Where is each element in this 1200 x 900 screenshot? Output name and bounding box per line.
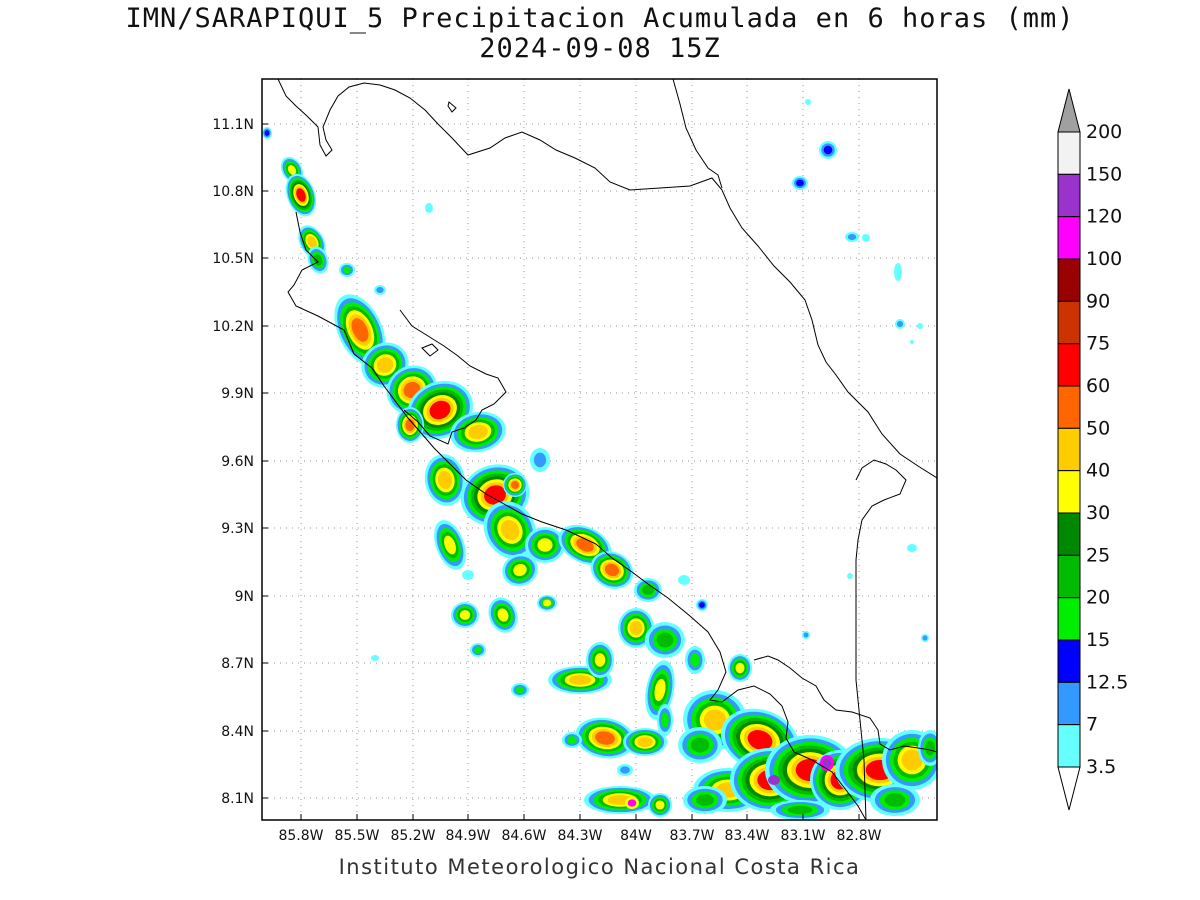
colorbar-swatch (1057, 427, 1081, 472)
coastlines (277, 79, 937, 820)
colorbar-swatch (1057, 343, 1081, 387)
lat-label: 8.4N (221, 724, 254, 740)
colorbar-swatch (1057, 131, 1081, 175)
colorbar-swatch (1057, 385, 1081, 429)
lat-label: 9.9N (221, 386, 254, 402)
lon-label: 85.8W (278, 828, 323, 844)
lat-label: 9.6N (221, 454, 254, 470)
colorbar-swatch (1057, 512, 1081, 556)
lon-label: 85.2W (390, 828, 435, 844)
nicaragua-bay (672, 79, 723, 189)
lon-label: 84.3W (557, 828, 602, 844)
colorbar-label: 20 (1086, 587, 1110, 609)
panama-coast (753, 655, 937, 753)
colorbar-swatch (1057, 597, 1081, 641)
colorbar-swatch (1057, 173, 1081, 218)
panama-border (855, 459, 907, 820)
lat-tick-labels: 11.1N 10.8N 10.5N 10.2N 9.9N 9.6N 9.3N 9N 8.7N 8.… (212, 117, 268, 807)
lat-label: 10.5N (212, 251, 254, 267)
map-datetime: 2024-09-08 15Z (479, 33, 721, 64)
lat-label: 9.3N (221, 521, 254, 537)
map-title: IMN/SARAPIQUI_5 Precipitacion Acumulada … (125, 3, 1075, 34)
lat-label: 10.2N (212, 319, 254, 335)
colorbar-label: 15 (1086, 629, 1110, 651)
colorbar-swatch (1057, 724, 1081, 768)
lat-label: 10.8N (212, 184, 254, 200)
colorbar-label: 50 (1086, 417, 1110, 439)
nicaragua-coast (277, 79, 937, 479)
colorbar-swatch (1057, 300, 1081, 345)
lon-label: 83.4W (724, 828, 769, 844)
lon-label: 83.1W (780, 828, 825, 844)
colorbar-swatch (1057, 639, 1081, 683)
lat-label: 8.1N (221, 791, 254, 807)
colorbar-swatch (1057, 681, 1081, 726)
colorbar-label: 90 (1086, 290, 1110, 312)
lon-label: 84.9W (445, 828, 490, 844)
island-2 (421, 343, 439, 357)
lat-label: 8.7N (221, 656, 254, 672)
island-1 (447, 101, 457, 113)
colorbar-label: 100 (1086, 248, 1122, 270)
colorbar-over-arrow (1057, 88, 1081, 133)
lon-label: 85.5W (334, 828, 379, 844)
colorbar-swatch (1057, 216, 1081, 260)
colorbar-swatch (1057, 554, 1081, 599)
lon-label: 82.8W (836, 828, 881, 844)
footer-credit: Instituto Meteorologico Nacional Costa R… (338, 855, 861, 879)
map-frame (261, 78, 938, 821)
lon-label: 84W (620, 828, 652, 844)
colorbar-label: 200 (1086, 121, 1122, 143)
nicoya-gulf (399, 309, 507, 445)
colorbar-label: 40 (1086, 460, 1110, 482)
colorbar-label: 60 (1086, 375, 1110, 397)
colorbar-label: 25 (1086, 544, 1110, 566)
lat-label: 9N (235, 589, 254, 605)
lon-label: 83.7W (669, 828, 714, 844)
colorbar-swatch (1057, 470, 1081, 514)
colorbar: 200 150 120 100 90 75 60 50 40 30 25 20 15 12.5 7 3.5 (1057, 88, 1128, 811)
colorbar-swatch (1057, 258, 1081, 302)
colorbar-label: 30 (1086, 502, 1110, 524)
lat-label: 11.1N (212, 117, 254, 133)
colorbar-label: 12.5 (1086, 671, 1128, 693)
colorbar-label: 120 (1086, 206, 1122, 228)
colorbar-label: 75 (1086, 333, 1110, 355)
pacific-coast (287, 211, 867, 820)
lon-label: 84.6W (501, 828, 546, 844)
grid-lines (262, 79, 937, 820)
precipitation-field (262, 99, 937, 820)
colorbar-under-arrow (1057, 766, 1081, 811)
colorbar-label: 3.5 (1086, 756, 1116, 778)
colorbar-label: 7 (1086, 714, 1098, 736)
colorbar-label: 150 (1086, 163, 1122, 185)
lon-tick-labels: 85.8W 85.5W 85.2W 84.9W 84.6W 84.3W 84W 83.7W 83… (278, 814, 882, 844)
